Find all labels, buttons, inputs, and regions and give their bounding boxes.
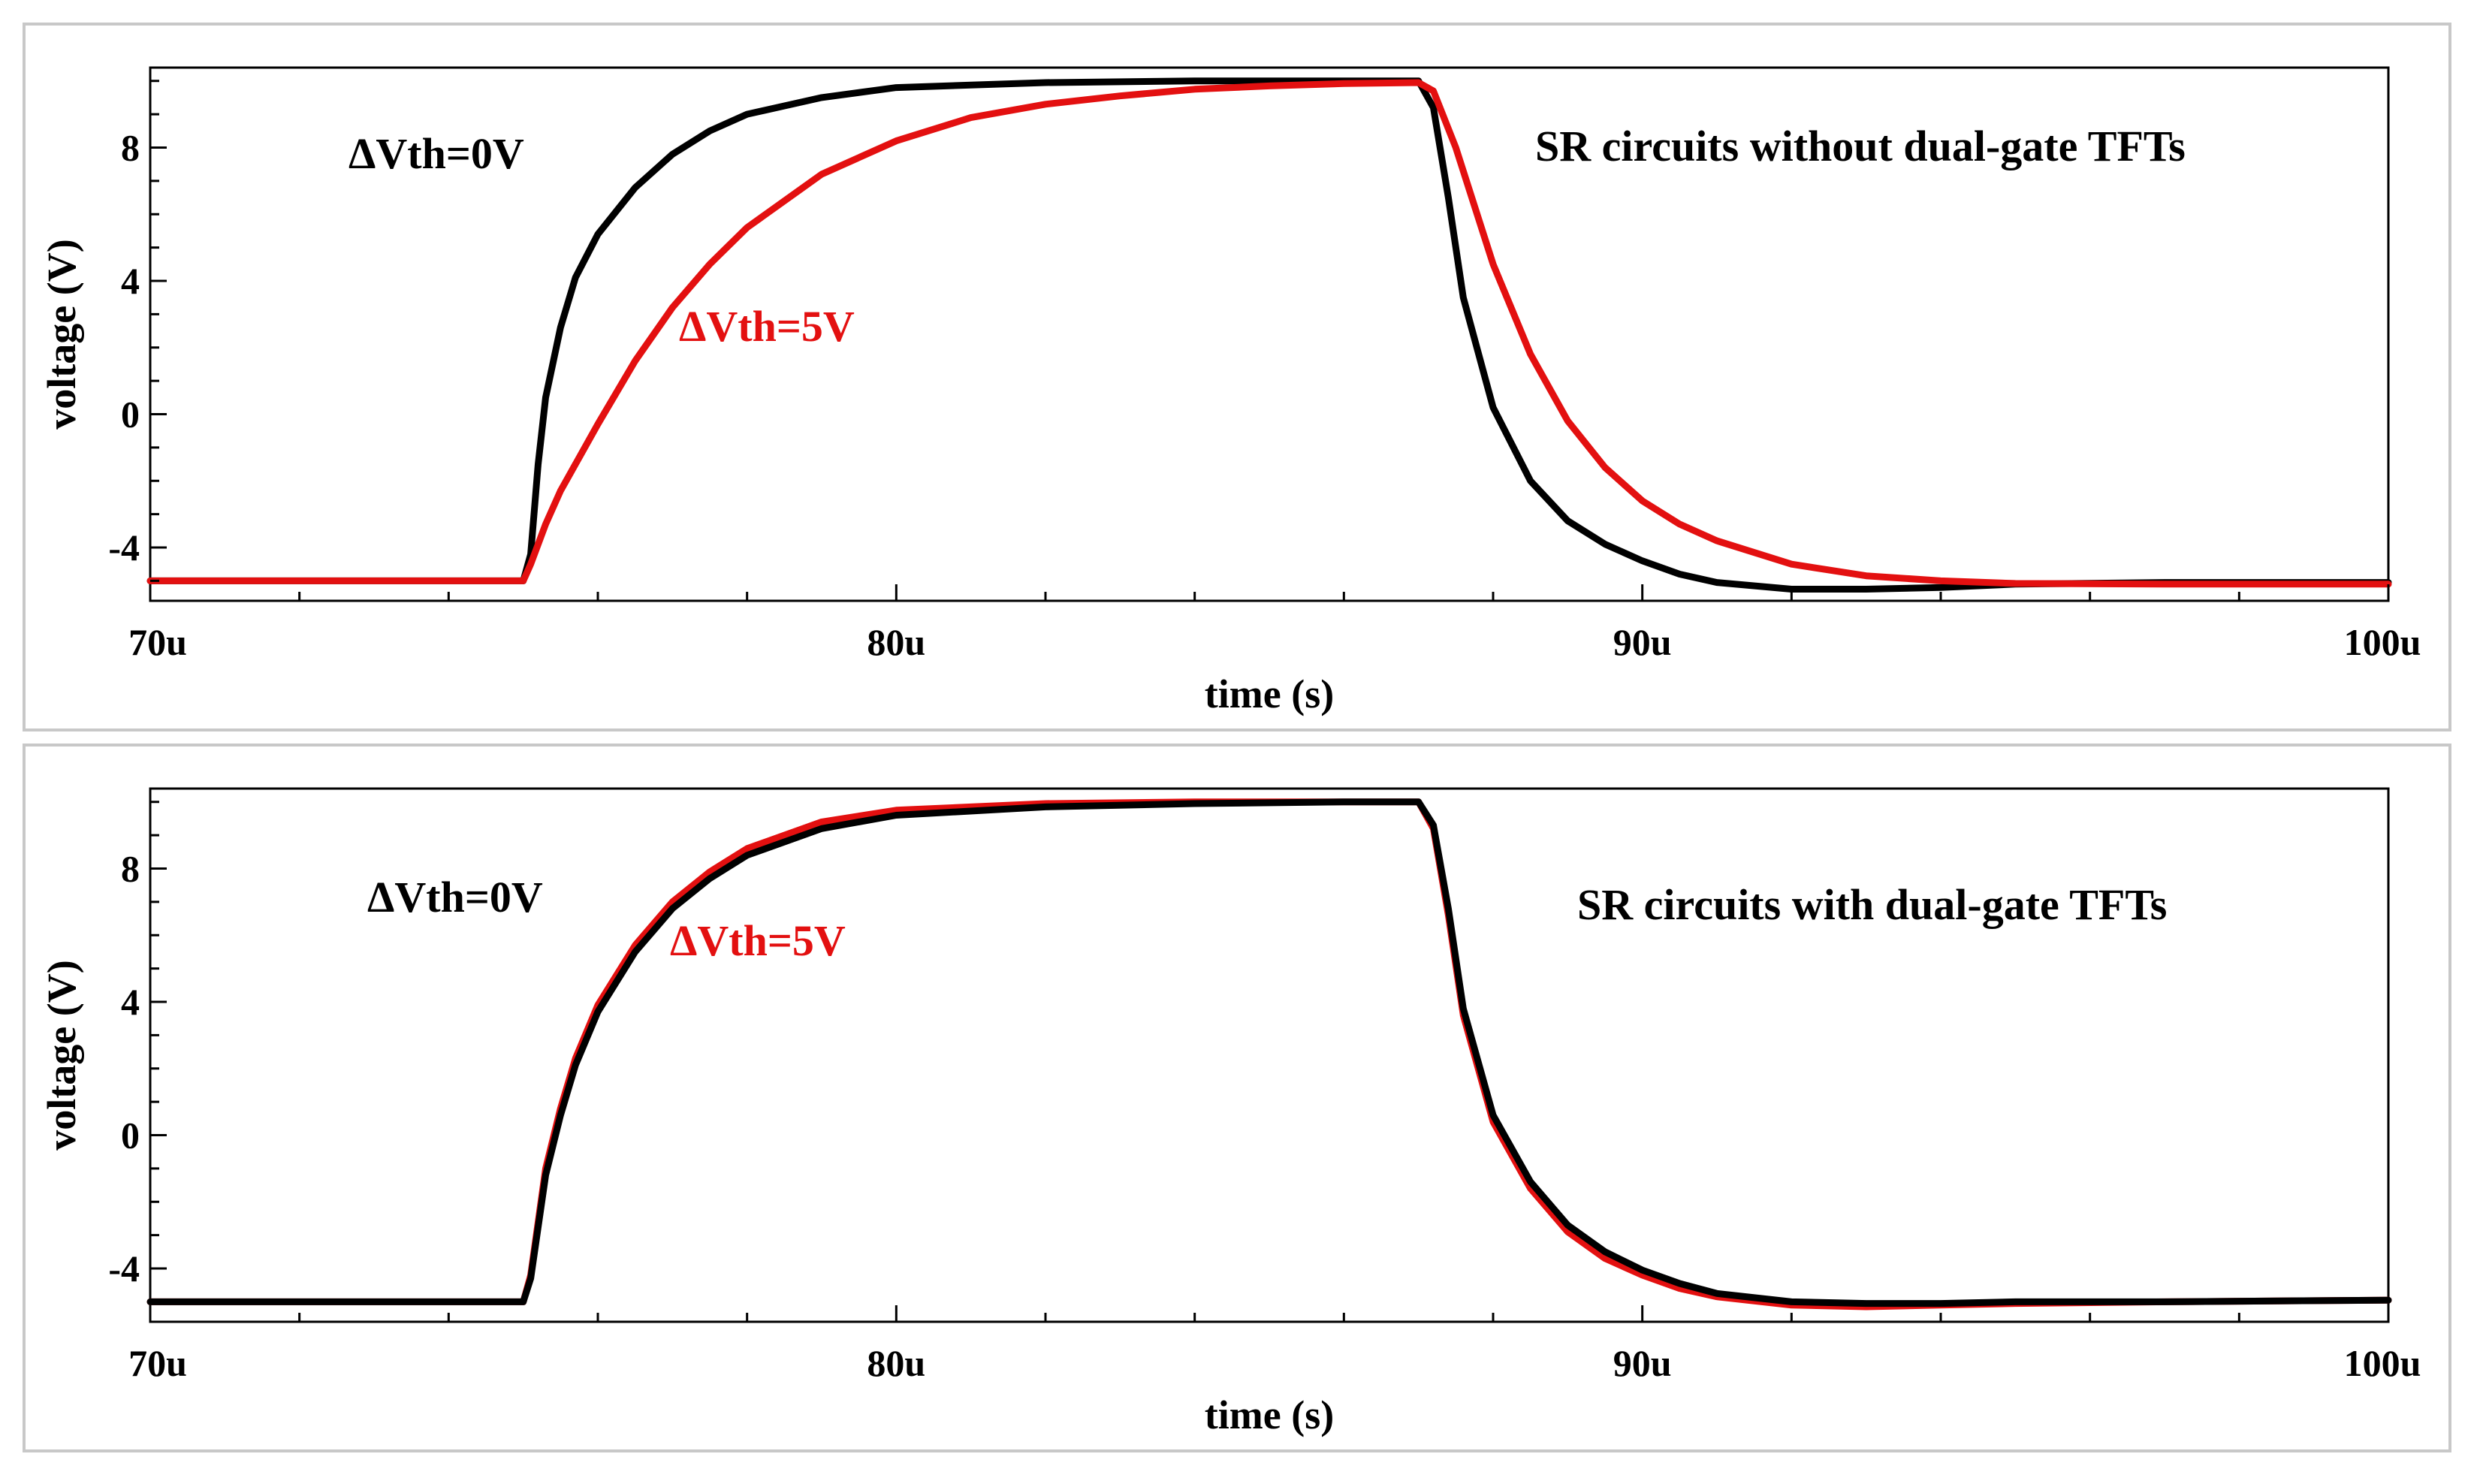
x-axis-label: time (s) <box>1205 671 1334 716</box>
y-tick-label: -4 <box>108 1247 140 1289</box>
y-tick-label: 4 <box>121 981 140 1023</box>
y-tick-label: 0 <box>121 394 140 436</box>
x-tick-label: 80u <box>867 621 925 663</box>
annotation-dvth-5v: ΔVth=5V <box>670 916 846 965</box>
plot-frame <box>149 66 2390 602</box>
x-tick-label: 70u <box>128 621 187 663</box>
chart-title: SR circuits with dual-gate TFTs <box>1577 880 2167 929</box>
y-tick-label: 8 <box>121 127 140 169</box>
y-tick-label: 0 <box>121 1115 140 1157</box>
x-axis-label: time (s) <box>1205 1392 1334 1437</box>
y-tick-label: -4 <box>108 526 140 569</box>
x-tick-label: 80u <box>867 1342 925 1384</box>
y-tick-label: 4 <box>121 260 140 302</box>
annotation-dvth-0v: ΔVth=0V <box>348 129 524 178</box>
series-line-dvth-5v <box>146 79 2392 588</box>
x-tick-label: 90u <box>1613 621 1672 663</box>
top-chart-panel: 70u 80u 90u 100u -4 0 4 8 time (s) voltage (V) … <box>23 23 2451 731</box>
y-axis-label: voltage (V) <box>39 960 84 1150</box>
plot-frame <box>149 787 2390 1323</box>
bottom-chart-panel: 70u 80u 90u 100u -4 0 4 8 time (s) voltage (V) … <box>23 744 2451 1452</box>
series-line-dvth-0v <box>146 798 2392 1308</box>
x-tick-label: 90u <box>1613 1342 1672 1384</box>
y-axis-label: voltage (V) <box>39 239 84 429</box>
x-tick-label: 70u <box>128 1342 187 1384</box>
annotation-dvth-0v: ΔVth=0V <box>367 873 543 921</box>
y-tick-label: 8 <box>121 848 140 890</box>
annotation-dvth-5v: ΔVth=5V <box>679 302 855 351</box>
x-tick-label: 100u <box>2344 621 2421 663</box>
x-tick-label: 100u <box>2344 1342 2421 1384</box>
chart-title: SR circuits without dual-gate TFTs <box>1535 122 2186 170</box>
